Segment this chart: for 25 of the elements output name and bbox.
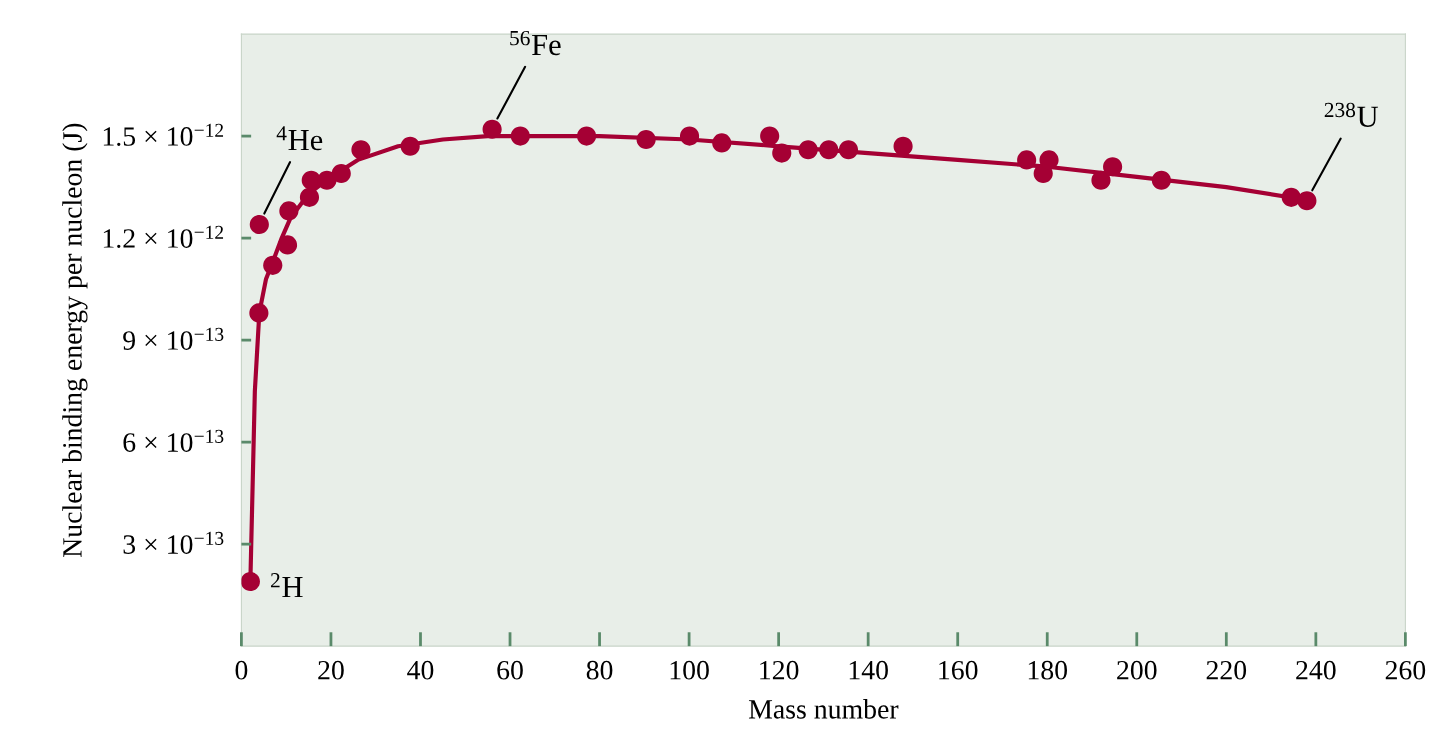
x-tick-label: 140	[849, 660, 888, 680]
annotation: $^{238}$U	[1324, 102, 1379, 128]
x-tick-label: 160	[939, 660, 978, 680]
x-tick-label: 20	[318, 660, 344, 680]
y-axis-title: Nuclear binding energy per nucleon (J)	[62, 123, 88, 557]
annotation: $^{2}$H	[271, 573, 303, 598]
annotation: $^{4}$He	[276, 126, 323, 151]
x-tick-label: 220	[1206, 660, 1247, 680]
x-tick-label: 80	[586, 660, 613, 680]
x-tick-label: 120	[760, 660, 799, 680]
x-tick-label: 60	[497, 660, 523, 680]
x-axis-title: Mass number	[748, 699, 899, 719]
x-tick-label: 180	[1028, 660, 1068, 680]
x-tick-label: 260	[1385, 660, 1426, 680]
y-tick-label: 1.5 × 10$^{−12}$	[103, 123, 224, 146]
x-tick-label: 240	[1296, 660, 1336, 680]
y-tick-label: 1.2 × 10$^{−12}$	[103, 225, 224, 248]
y-tick-label: 9 × 10$^{−13}$	[123, 327, 224, 350]
x-tick-label: 100	[670, 660, 709, 680]
y-tick-label: 6 × 10$^{−13}$	[123, 429, 224, 452]
x-tick-label: 40	[407, 660, 434, 680]
x-tick-label: 0	[235, 660, 248, 680]
annotation: $^{56}$Fe	[510, 30, 561, 56]
y-tick-label: 3 × 10$^{−13}$	[123, 531, 224, 554]
x-tick-label: 200	[1117, 660, 1157, 680]
